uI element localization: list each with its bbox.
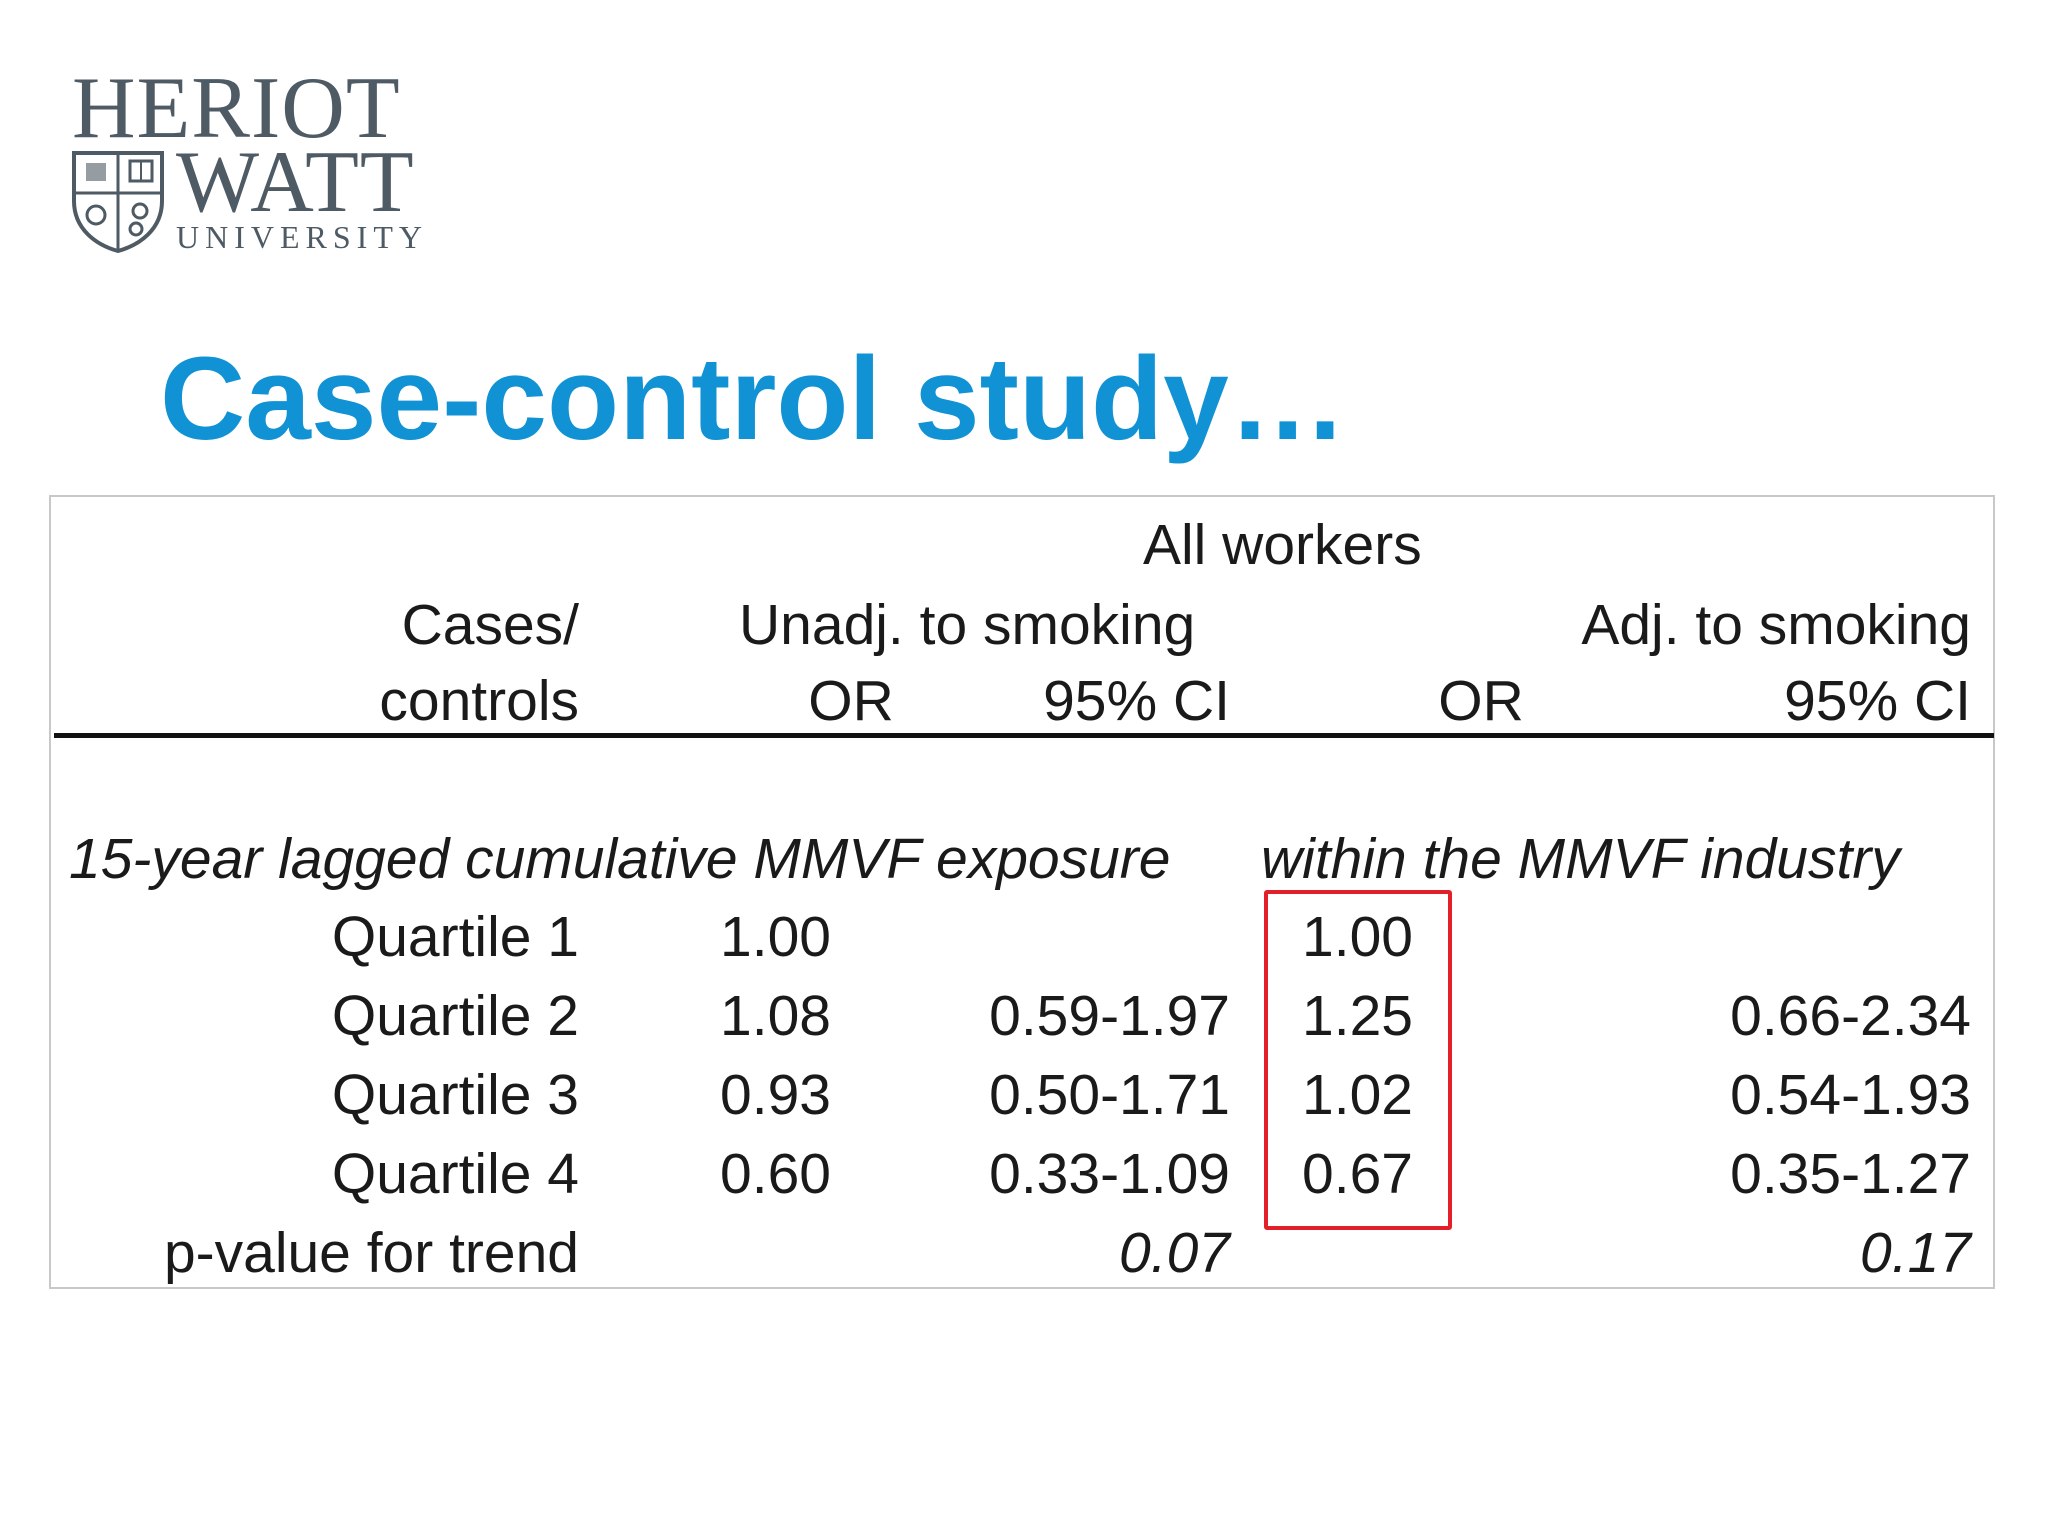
ci-unadjusted: 0.59-1.97 — [989, 984, 1230, 1048]
row-label: Quartile 2 — [331, 984, 579, 1048]
logo-word-heriot: HERIOT — [72, 60, 401, 157]
or-adjusted: 1.00 — [1302, 905, 1413, 969]
header-or-unadjusted: OR — [808, 669, 894, 733]
row-label: Quartile 3 — [331, 1063, 579, 1127]
section-label-exposure: 15-year lagged cumulative MMVF exposure — [69, 827, 1171, 891]
ci-unadjusted: 0.33-1.09 — [989, 1142, 1230, 1206]
ci-adjusted: 0.54-1.93 — [1730, 1063, 1971, 1127]
header-cases: Cases/ — [401, 593, 579, 657]
slide-title: Case-control study… — [160, 333, 1347, 465]
or-unadjusted: 1.00 — [720, 905, 831, 969]
or-adjusted: 1.25 — [1302, 984, 1413, 1048]
header-or-adjusted: OR — [1438, 669, 1524, 733]
trend-p-adjusted: 0.17 — [1860, 1221, 1971, 1285]
logo-word-university: UNIVERSITY — [176, 219, 428, 255]
logo-word-watt: WATT — [176, 134, 415, 231]
or-unadjusted: 0.93 — [720, 1063, 831, 1127]
header-unadjusted: Unadj. to smoking — [739, 593, 1196, 657]
ci-unadjusted: 0.50-1.71 — [989, 1063, 1230, 1127]
trend-p-unadjusted: 0.07 — [1119, 1221, 1230, 1285]
trend-label: p-value for trend — [163, 1221, 579, 1285]
results-table: All workers Cases/ Unadj. to smoking Adj… — [49, 495, 1995, 1289]
group-header: All workers — [1143, 513, 1422, 577]
ci-adjusted: 0.66-2.34 — [1730, 984, 1971, 1048]
or-unadjusted: 1.08 — [720, 984, 831, 1048]
row-label: Quartile 4 — [331, 1142, 579, 1206]
header-ci-adjusted: 95% CI — [1784, 669, 1971, 733]
or-adjusted: 1.02 — [1302, 1063, 1413, 1127]
heriot-watt-logo: HERIOT WATT UNIVERSITY — [70, 65, 430, 255]
row-label: Quartile 1 — [331, 905, 579, 969]
header-adjusted: Adj. to smoking — [1581, 593, 1971, 657]
or-unadjusted: 0.60 — [720, 1142, 831, 1206]
or-adjusted: 0.67 — [1302, 1142, 1413, 1206]
section-label-industry: within the MMVF industry — [1261, 827, 1900, 891]
ci-adjusted: 0.35-1.27 — [1730, 1142, 1971, 1206]
adjusted-or-highlight-box — [1264, 890, 1452, 1230]
header-controls: controls — [379, 669, 579, 733]
header-divider — [54, 733, 1994, 738]
university-crest-icon — [72, 151, 164, 253]
header-ci-unadjusted: 95% CI — [1043, 669, 1230, 733]
